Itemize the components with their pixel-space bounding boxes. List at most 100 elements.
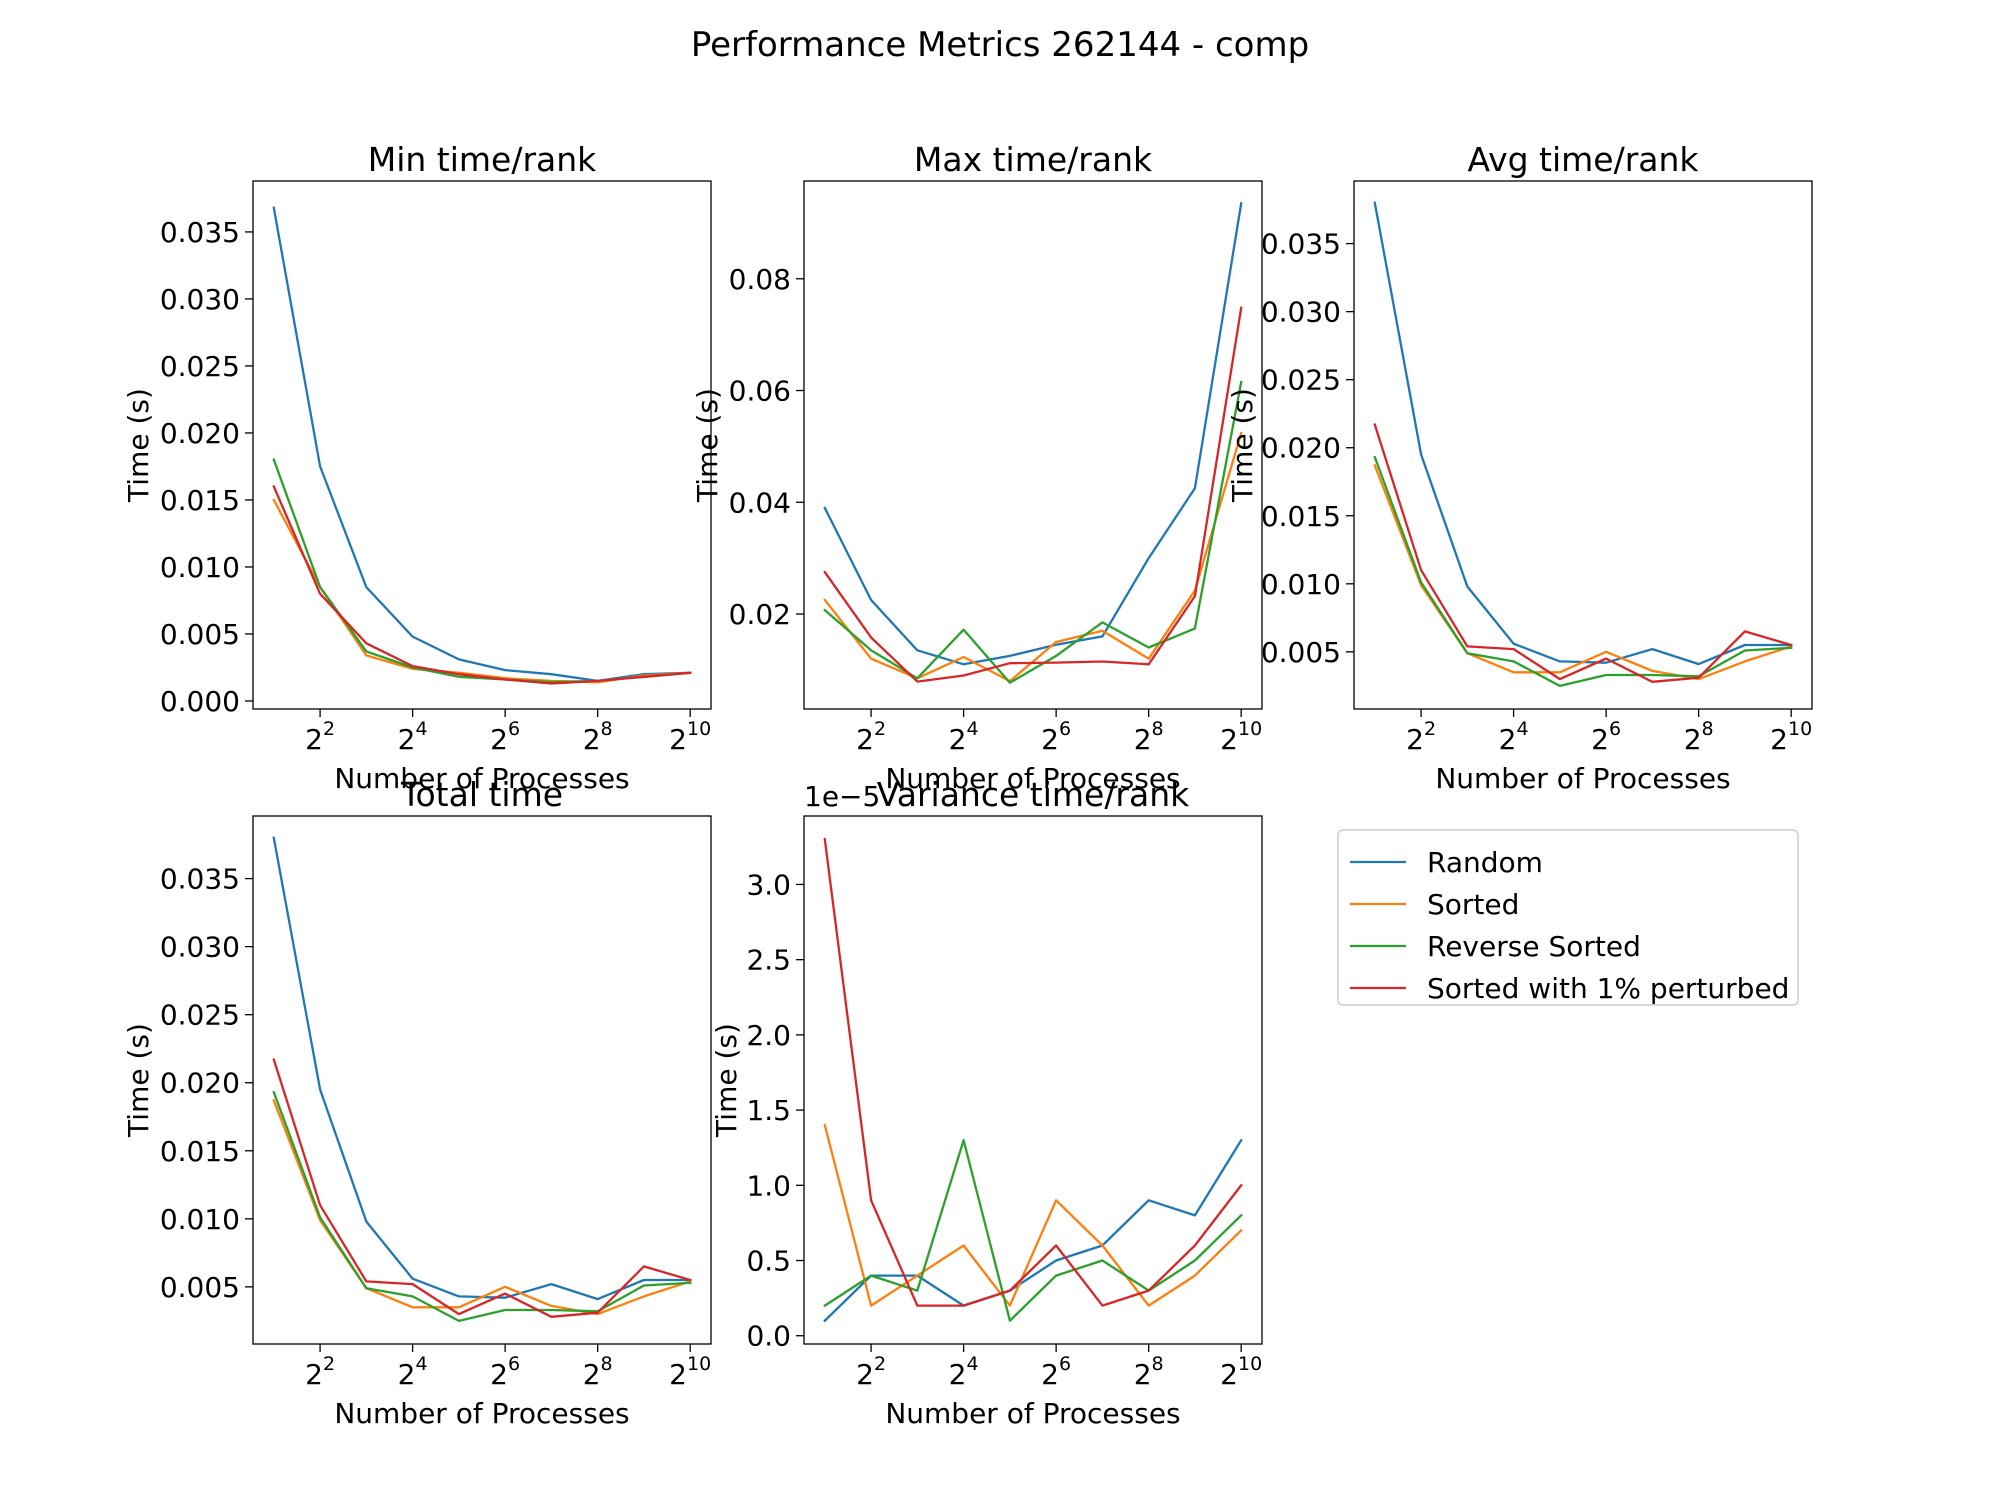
series-line-reverse-sorted <box>823 380 1243 684</box>
x-tick-label: 28 <box>583 718 613 756</box>
y-tick-label: 0.005 <box>1261 636 1341 669</box>
series-line-sorted <box>823 431 1243 683</box>
y-tick-label: 0.015 <box>160 484 240 517</box>
subplot-title: Max time/rank <box>914 140 1153 179</box>
legend-entry-sorted: Sorted <box>1350 888 1519 921</box>
series-line-sorted <box>823 1123 1243 1307</box>
y-tick-label: 2.5 <box>746 944 791 977</box>
axes-frame <box>252 815 712 1345</box>
x-axis-label: Number of Processes <box>1435 762 1730 795</box>
y-tick-label: 0.030 <box>160 931 240 964</box>
y-tick-label: 0.010 <box>160 551 240 584</box>
series-lines <box>272 206 692 685</box>
y-axis-label: Time (s) <box>122 1023 155 1138</box>
subplot-min-time-rank: Min time/rank 0.000 0.005 0.010 0.015 0.020 0.… <box>122 140 712 795</box>
y-axis-label: Time (s) <box>122 388 155 503</box>
x-axis-label: Number of Processes <box>885 762 1180 795</box>
figure-title: Performance Metrics 262144 - comp <box>691 25 1309 65</box>
axes-frame <box>1353 180 1813 710</box>
series-line-reverse-sorted <box>1373 455 1793 688</box>
series-line-sorted-with-1pct-perturbed <box>272 484 692 685</box>
y-tick-label: 0.025 <box>1261 364 1341 397</box>
y-tick-label: 1.5 <box>746 1094 791 1127</box>
x-tick-label: 24 <box>398 1353 428 1391</box>
x-tick-label: 24 <box>1499 718 1529 756</box>
series-line-random <box>272 206 692 683</box>
subplot-avg-time-rank: Avg time/rank 0.005 0.010 0.015 0.020 0.025 0.… <box>1226 140 1813 795</box>
y-tick-label: 3.0 <box>746 868 791 901</box>
x-tick-label: 210 <box>1220 1353 1262 1391</box>
series-line-sorted <box>272 498 692 684</box>
legend-label: Sorted <box>1427 888 1519 921</box>
series-line-sorted-with-1pct-perturbed <box>823 838 1243 1307</box>
y-tick-label: 0.010 <box>160 1203 240 1236</box>
y-tick-label: 0.015 <box>1261 500 1341 533</box>
x-tick-label: 24 <box>949 718 979 756</box>
x-tick-label: 28 <box>1134 718 1164 756</box>
x-tick-label: 28 <box>1134 1353 1164 1391</box>
y-tick-label: 0.020 <box>1261 432 1341 465</box>
y-tick-label: 0.030 <box>1261 296 1341 329</box>
legend-entry-random: Random <box>1350 846 1543 879</box>
y-tick-label: 0.08 <box>729 263 791 296</box>
subplot-total-time: Total time 0.005 0.010 0.015 0.020 0.025 0.030… <box>122 775 712 1430</box>
series-lines <box>823 201 1243 684</box>
x-tick-label: 22 <box>1406 718 1436 756</box>
subplot-title: Total time <box>400 775 563 814</box>
subplot-title: Variance time/rank <box>877 775 1190 814</box>
x-axis-label: Number of Processes <box>334 762 629 795</box>
x-tick-label: 210 <box>669 718 711 756</box>
series-line-sorted-with-1pct-perturbed <box>823 306 1243 683</box>
y-axis-label: Time (s) <box>691 388 724 503</box>
series-line-random <box>823 201 1243 666</box>
y-tick-label: 0.030 <box>160 283 240 316</box>
legend-label: Reverse Sorted <box>1427 930 1641 963</box>
y-tick-label: 0.005 <box>160 1271 240 1304</box>
x-tick-label: 26 <box>1591 718 1621 756</box>
legend-frame <box>1337 829 1799 1006</box>
x-tick-label: 26 <box>1041 718 1071 756</box>
axes-frame <box>803 815 1263 1345</box>
series-line-random <box>823 1138 1243 1323</box>
x-tick-label: 22 <box>305 1353 335 1391</box>
legend-label: Random <box>1427 846 1543 879</box>
series-lines <box>1373 201 1793 688</box>
x-tick-label: 22 <box>856 1353 886 1391</box>
x-tick-label: 28 <box>1684 718 1714 756</box>
x-tick-label: 26 <box>490 718 520 756</box>
series-line-reverse-sorted <box>272 458 692 684</box>
x-axis-label: Number of Processes <box>885 1397 1180 1430</box>
subplot-title: Avg time/rank <box>1467 140 1699 179</box>
y-tick-label: 0.06 <box>729 375 791 408</box>
series-line-sorted-with-1pct-perturbed <box>272 1058 692 1318</box>
y-axis-label: Time (s) <box>710 1023 743 1138</box>
y-offset-label: 1e−5 <box>804 780 880 813</box>
y-tick-label: 0.000 <box>160 685 240 718</box>
y-tick-label: 0.020 <box>160 1067 240 1100</box>
y-tick-label: 0.5 <box>746 1245 791 1278</box>
y-tick-label: 1.0 <box>746 1169 791 1202</box>
series-line-reverse-sorted <box>823 1139 1243 1322</box>
y-tick-label: 0.020 <box>160 417 240 450</box>
series-line-reverse-sorted <box>272 1090 692 1323</box>
legend-label: Sorted with 1% perturbed <box>1427 972 1789 1005</box>
y-tick-label: 0.035 <box>160 216 240 249</box>
y-tick-label: 0.035 <box>1261 228 1341 261</box>
x-tick-label: 24 <box>398 718 428 756</box>
x-tick-label: 210 <box>1770 718 1812 756</box>
y-tick-label: 0.015 <box>160 1135 240 1168</box>
legend-entry-reverse-sorted: Reverse Sorted <box>1350 930 1641 963</box>
x-axis-label: Number of Processes <box>334 1397 629 1430</box>
subplot-max-time-rank: Max time/rank 0.02 0.04 0.06 0.08 22 24 26 28 210… <box>691 140 1263 795</box>
legend: Random Sorted Reverse Sorted Sorted with 1%… <box>1337 829 1799 1006</box>
subplot-variance-time-rank: Variance time/rank 0.0 0.5 1.0 1.5 2.0 2.5 3.0 2… <box>710 775 1263 1430</box>
y-tick-label: 0.005 <box>160 618 240 651</box>
y-tick-label: 0.04 <box>729 486 791 519</box>
subplots: Min time/rank 0.000 0.005 0.010 0.015 0.020 0.… <box>122 140 1813 1430</box>
x-tick-label: 210 <box>1220 718 1262 756</box>
subplot-title: Min time/rank <box>368 140 597 179</box>
y-tick-label: 0.0 <box>746 1320 791 1353</box>
series-lines <box>272 836 692 1323</box>
x-tick-label: 24 <box>949 1353 979 1391</box>
